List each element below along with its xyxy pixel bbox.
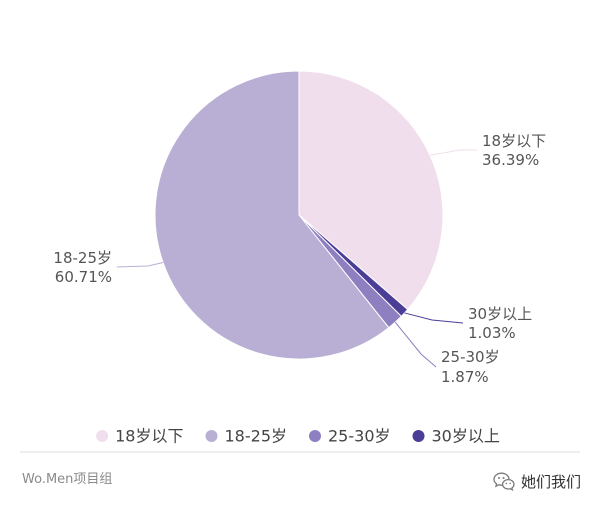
pie-slice — [298, 70, 444, 311]
pie-slices — [154, 70, 444, 360]
slice-label-percent: 1.03% — [468, 324, 516, 342]
legend-item: 18-25岁 — [205, 427, 288, 446]
legend-marker — [205, 430, 218, 442]
legend-label: 25-30岁 — [328, 427, 391, 446]
legend-marker — [96, 430, 109, 442]
legend: 18岁以下 18-25岁 25-30岁 30岁以上 — [96, 427, 500, 446]
slice-label-category: 18-25岁 — [53, 249, 112, 267]
slice-label-category: 30岁以上 — [468, 305, 532, 323]
legend-item: 18岁以下 — [96, 427, 184, 446]
leader-line — [404, 312, 464, 324]
leader-line — [116, 262, 164, 268]
leader-line — [429, 149, 477, 156]
legend-marker — [412, 430, 425, 442]
legend-marker — [309, 430, 321, 442]
slice-label-category: 25-30岁 — [441, 348, 500, 366]
legend-label: 18-25岁 — [225, 427, 288, 446]
pie-slice — [154, 70, 390, 360]
slice-label-category: 18岁以下 — [482, 132, 546, 150]
legend-label: 30岁以上 — [432, 427, 500, 446]
source-credit: Wo.Men项目组 — [22, 472, 112, 487]
legend-label: 18岁以下 — [115, 427, 183, 446]
legend-item: 25-30岁 — [309, 427, 391, 446]
leader-line — [394, 321, 437, 368]
slice-label-percent: 36.39% — [482, 151, 539, 169]
slice-label-percent: 60.71% — [55, 268, 112, 286]
account-name: 她们我们 — [521, 473, 581, 491]
slice-label-percent: 1.87% — [441, 368, 489, 386]
wechat-icon — [493, 472, 515, 492]
legend-item: 30岁以上 — [412, 427, 500, 446]
